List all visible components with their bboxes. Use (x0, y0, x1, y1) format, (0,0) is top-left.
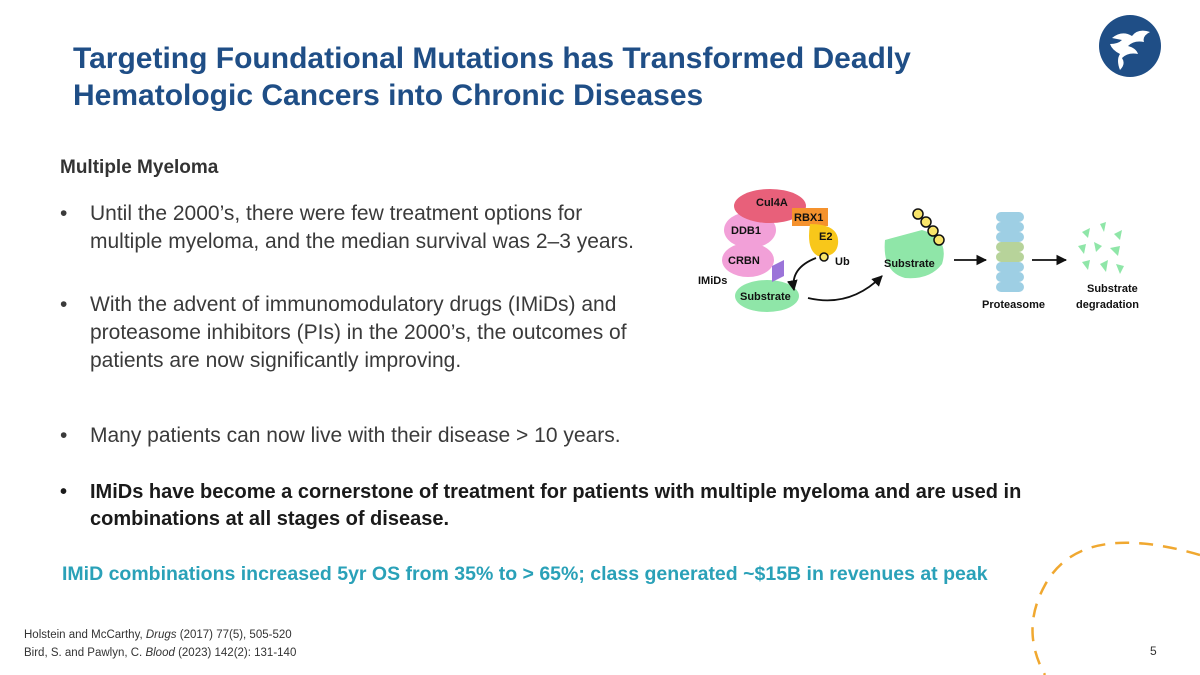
bullet-item: • With the advent of immunomodulatory dr… (60, 291, 670, 375)
slide-title: Targeting Foundational Mutations has Tra… (73, 40, 973, 114)
references: Holstein and McCarthy, Drugs (2017) 77(5… (24, 626, 296, 662)
company-logo-icon (1099, 15, 1161, 77)
ub-chain-2 (920, 216, 932, 228)
cul4a-shape (734, 189, 806, 223)
reference-item: Holstein and McCarthy, Drugs (2017) 77(5… (24, 626, 296, 644)
imid-shape (772, 260, 784, 282)
section-subheading: Multiple Myeloma (60, 157, 219, 178)
substrate-degradation-label-1: Substrate (1087, 283, 1138, 295)
substrate-tagged-label: Substrate (884, 258, 935, 270)
bullet-symbol: • (60, 424, 68, 447)
ub-chain-4 (933, 234, 945, 246)
proteasome-label: Proteasome (982, 299, 1045, 311)
reference-authors: Holstein and McCarthy, (24, 629, 146, 641)
substrate-bound-shape (735, 280, 799, 312)
substrate-degradation-label-2: degradation (1076, 299, 1139, 311)
bullet-text: IMiDs have become a cornerstone of treat… (90, 481, 1022, 530)
ub-chain-1 (912, 208, 924, 220)
cul4a-label: Cul4A (756, 197, 788, 209)
reference-authors: Bird, S. and Pawlyn, C. (24, 647, 146, 659)
bullet-text: Many patients can now live with their di… (90, 424, 621, 447)
degraded-fragments-shape (1078, 222, 1124, 274)
imid-mechanism-diagram: Cul4A RBX1 DDB1 E2 CRBN Ub IMiDs Substra… (698, 189, 1139, 312)
e2-label: E2 (819, 231, 832, 243)
release-arrow (807, 275, 883, 302)
substrate-tagged-shape (884, 230, 944, 279)
title-line-2: Hematologic Cancers into Chronic Disease… (73, 79, 704, 112)
imids-label: IMiDs (698, 275, 727, 287)
bullet-item: • Many patients can now live with their … (60, 422, 780, 450)
key-outcome-highlight: IMiD combinations increased 5yr OS from … (62, 563, 988, 585)
rbx1-label: RBX1 (794, 212, 823, 224)
bullet-text: Until the 2000’s, there were few treatme… (90, 202, 634, 253)
ub-label: Ub (835, 256, 850, 268)
bullet-text: With the advent of immunomodulatory drug… (90, 293, 627, 372)
ddb1-label: DDB1 (731, 225, 761, 237)
reference-details: (2017) 77(5), 505-520 (176, 629, 292, 641)
reference-details: (2023) 142(2): 131-140 (174, 647, 297, 659)
bullet-symbol: • (60, 481, 68, 503)
bullet-item: • Until the 2000’s, there were few treat… (60, 200, 660, 256)
reference-journal: Blood (145, 647, 175, 659)
reference-item: Bird, S. and Pawlyn, C. Blood (2023) 142… (24, 644, 296, 662)
title-line-1: Targeting Foundational Mutations has Tra… (73, 42, 911, 75)
bullet-item-emphasis: • IMiDs have become a cornerstone of tre… (60, 479, 1090, 533)
bullet-symbol: • (60, 293, 68, 316)
ub-shape (819, 252, 829, 262)
crbn-shape (722, 243, 774, 277)
ubiquitination-arrow (786, 257, 817, 292)
bullet-symbol: • (60, 202, 68, 225)
ub-chain-3 (927, 225, 939, 237)
rbx1-shape (792, 208, 828, 226)
proteasome-shape (996, 212, 1024, 292)
page-number: 5 (1150, 644, 1157, 658)
e2-shape (809, 224, 839, 257)
crbn-label: CRBN (728, 255, 760, 267)
reference-journal: Drugs (145, 629, 177, 641)
substrate-bound-label: Substrate (740, 291, 791, 303)
